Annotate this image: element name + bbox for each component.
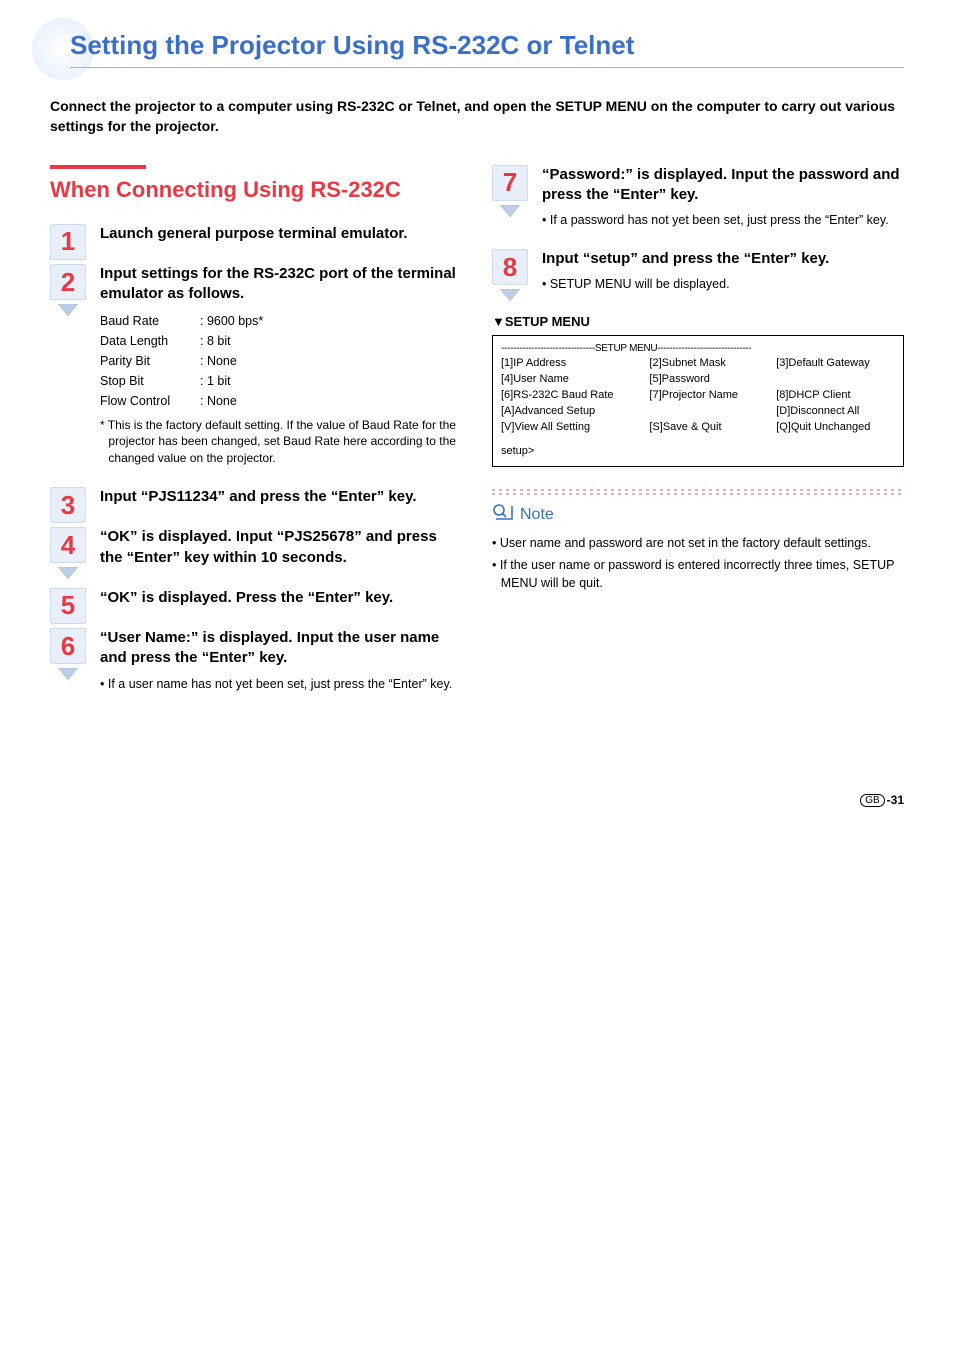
step-bullet: • If a password has not yet been set, ju… [542,211,904,229]
step-heading: “User Name:” is displayed. Input the use… [100,628,462,669]
chip-arrow-icon [50,668,86,682]
step-number-chip: 2 [50,264,86,318]
step-number: 5 [50,588,86,624]
setup-menu-cell: [S]Save & Quit [649,420,768,436]
setup-menu-cell: [2]Subnet Mask [649,356,768,372]
note-item: • If the user name or password is entere… [492,556,904,592]
section-accent-bar [50,165,146,169]
page-region-badge: GB [860,794,884,807]
content-columns: When Connecting Using RS-232C 1 Launch g… [50,165,904,713]
step-bullet: • If a user name has not yet been set, j… [100,675,462,693]
setup-menu-cell: [8]DHCP Client [776,388,895,404]
settings-value: : 8 bit [200,331,231,351]
left-column: When Connecting Using RS-232C 1 Launch g… [50,165,462,713]
page-header: Setting the Projector Using RS-232C or T… [50,30,904,68]
step: 7 “Password:” is displayed. Input the pa… [492,165,904,230]
step-heading: Launch general purpose terminal emulator… [100,224,462,244]
setup-menu-cell: [A]Advanced Setup [501,404,641,420]
settings-label: Stop Bit [100,371,200,391]
chip-arrow-icon [50,304,86,318]
setup-menu-cell: [6]RS-232C Baud Rate [501,388,641,404]
step-number: 2 [50,264,86,300]
settings-value: : None [200,391,237,411]
settings-label: Parity Bit [100,351,200,371]
dotted-rule [492,489,904,495]
note-label: Note [520,506,554,524]
settings-label: Data Length [100,331,200,351]
step-heading: “Password:” is displayed. Input the pass… [542,165,904,206]
step: 6 “User Name:” is displayed. Input the u… [50,628,462,693]
setup-menu-cell: [D]Disconnect All [776,404,895,420]
setup-menu-cell: [1]IP Address [501,356,641,372]
chip-arrow-icon [50,567,86,581]
settings-table: Baud Rate: 9600 bps* Data Length: 8 bit … [100,311,462,411]
settings-label: Flow Control [100,391,200,411]
section-title: When Connecting Using RS-232C [50,177,462,202]
step-number: 7 [492,165,528,201]
step-number-chip: 8 [492,249,528,303]
step-number-chip: 7 [492,165,528,219]
page-number-value: -31 [887,793,904,807]
setup-menu-prompt: setup> [501,444,895,460]
setup-menu-cell: [V]View All Setting [501,420,641,436]
step: 4 “OK” is displayed. Input “PJS25678” an… [50,527,462,568]
setup-menu-cell: [Q]Quit Unchanged [776,420,895,436]
chip-arrow-icon [492,205,528,219]
step: 5 “OK” is displayed. Press the “Enter” k… [50,588,462,608]
settings-value: : 1 bit [200,371,231,391]
settings-label: Baud Rate [100,311,200,331]
setup-menu-cell [776,372,895,388]
step-heading: “OK” is displayed. Press the “Enter” key… [100,588,462,608]
setup-menu-grid: [1]IP Address [2]Subnet Mask [3]Default … [501,356,895,436]
step-number: 1 [50,224,86,260]
page-number: GB-31 [50,793,904,807]
step: 2 Input settings for the RS-232C port of… [50,264,462,467]
step-heading: Input “PJS11234” and press the “Enter” k… [100,487,462,507]
setup-menu-cell: [5]Password [649,372,768,388]
intro-text: Connect the projector to a computer usin… [50,96,904,137]
chip-arrow-icon [492,289,528,303]
note-icon [492,503,514,528]
note-header: Note [492,503,904,528]
note-item: • User name and password are not set in … [492,534,904,552]
right-column: 7 “Password:” is displayed. Input the pa… [492,165,904,713]
step: 1 Launch general purpose terminal emulat… [50,224,462,244]
setup-menu-cell: [3]Default Gateway [776,356,895,372]
step-heading: Input settings for the RS-232C port of t… [100,264,462,305]
step-heading: Input “setup” and press the “Enter” key. [542,249,904,269]
note-list: • User name and password are not set in … [492,534,904,592]
step-number: 3 [50,487,86,523]
footnote: * This is the factory default setting. I… [100,417,462,467]
settings-value: : None [200,351,237,371]
setup-menu-cell [649,404,768,420]
step-number: 4 [50,527,86,563]
page-title: Setting the Projector Using RS-232C or T… [70,30,904,68]
setup-menu-cell: [4]User Name [501,372,641,388]
step-heading: “OK” is displayed. Input “PJS25678” and … [100,527,462,568]
step-number-chip: 6 [50,628,86,682]
step: 3 Input “PJS11234” and press the “Enter”… [50,487,462,507]
settings-value: : 9600 bps* [200,311,263,331]
setup-menu-box: -------------------------------SETUP MEN… [492,335,904,467]
step-number: 6 [50,628,86,664]
setup-menu-title-row: -------------------------------SETUP MEN… [501,342,895,357]
step-number: 8 [492,249,528,285]
step: 8 Input “setup” and press the “Enter” ke… [492,249,904,293]
step-number-chip: 4 [50,527,86,581]
setup-menu-heading: ▼SETUP MENU [492,314,904,329]
setup-menu-cell: [7]Projector Name [649,388,768,404]
step-bullet: • SETUP MENU will be displayed. [542,275,904,293]
